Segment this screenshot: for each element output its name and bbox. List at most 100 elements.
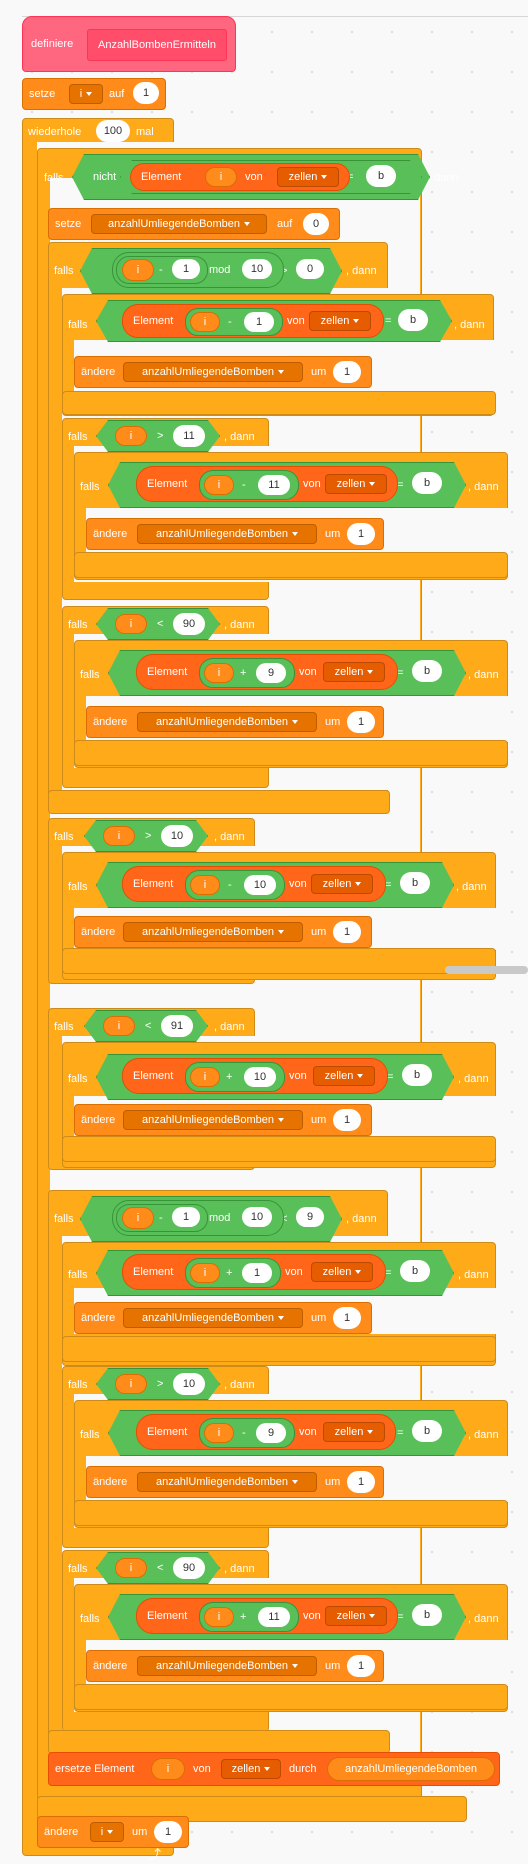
item-of-list-reporter[interactable]: Element i + 1 von zellen [122, 1254, 386, 1290]
replace-item-block[interactable]: ersetze Element i von zellen durch anzah… [48, 1752, 500, 1786]
item-of-list-reporter[interactable]: Element i + 11 von zellen [136, 1598, 398, 1634]
change-i-block[interactable]: ändere i um 1 [37, 1816, 189, 1848]
var-i[interactable]: i [115, 1374, 147, 1394]
variable-dropdown[interactable]: anzahlUmliegendeBomben [91, 214, 267, 234]
variable-dropdown[interactable]: anzahlUmliegendeBomben [123, 1110, 303, 1130]
plus-operator[interactable]: i + 9 [199, 658, 295, 688]
value-input[interactable]: 1 [333, 361, 361, 383]
value-input[interactable]: 1 [154, 1821, 182, 1843]
item-of-list-reporter[interactable]: Element i + 9 von zellen [136, 654, 398, 690]
lt-operator[interactable]: i < 90 [96, 608, 220, 640]
value-input[interactable]: b [400, 872, 430, 894]
value-input[interactable]: 1 [333, 1307, 361, 1329]
change-counter-block[interactable]: ändere anzahlUmliegendeBomben um 1 [86, 1650, 384, 1682]
set-i-block[interactable]: setze i auf 1 [22, 78, 166, 110]
list-dropdown[interactable]: zellen [311, 1262, 373, 1282]
list-dropdown[interactable]: zellen [323, 1422, 385, 1442]
value-input[interactable]: 9 [256, 663, 286, 683]
value-input[interactable]: 10 [242, 259, 272, 279]
value-input[interactable]: b [366, 165, 396, 187]
value-input[interactable]: b [412, 660, 442, 682]
change-counter-block[interactable]: ändere anzahlUmliegendeBomben um 1 [74, 1104, 372, 1136]
value-input[interactable]: 1 [244, 312, 274, 332]
list-dropdown[interactable]: zellen [325, 474, 387, 494]
var-i[interactable]: i [103, 826, 135, 846]
change-counter-block[interactable]: ändere anzahlUmliegendeBomben um 1 [74, 1302, 372, 1334]
variable-dropdown[interactable]: anzahlUmliegendeBomben [123, 362, 303, 382]
value-input[interactable]: 11 [258, 475, 290, 495]
variable-dropdown[interactable]: anzahlUmliegendeBomben [137, 524, 317, 544]
minus-operator[interactable]: i - 10 [185, 870, 285, 900]
var-i[interactable]: i [204, 663, 234, 683]
gt-operator[interactable]: i > 11 [96, 420, 220, 452]
value-input[interactable]: 10 [242, 1207, 272, 1227]
value-input[interactable]: 1 [347, 1471, 375, 1493]
list-dropdown[interactable]: zellen [325, 1606, 387, 1626]
value-input[interactable]: 90 [173, 1557, 205, 1579]
var-i[interactable]: i [204, 1423, 234, 1443]
value-input[interactable]: 1 [347, 711, 375, 733]
value-input[interactable]: 9 [296, 1207, 324, 1227]
variable-dropdown[interactable]: anzahlUmliegendeBomben [137, 1656, 317, 1676]
value-input[interactable]: 90 [173, 613, 205, 635]
variable-dropdown[interactable]: i [90, 1822, 124, 1842]
var-i[interactable]: i [204, 475, 234, 495]
value-input[interactable]: 1 [333, 1109, 361, 1131]
var-i[interactable]: i [204, 1607, 234, 1627]
change-counter-block[interactable]: ändere anzahlUmliegendeBomben um 1 [86, 518, 384, 550]
value-input[interactable]: 1 [133, 82, 159, 104]
value-input[interactable]: 0 [303, 213, 329, 235]
list-dropdown[interactable]: zellen [323, 662, 385, 682]
var-i[interactable]: i [103, 1016, 135, 1036]
variable-dropdown[interactable]: anzahlUmliegendeBomben [137, 1472, 317, 1492]
var-i[interactable]: i [115, 426, 147, 446]
var-i[interactable]: i [122, 1207, 154, 1229]
value-input[interactable]: 1 [172, 1207, 200, 1227]
value-input[interactable]: b [412, 1604, 442, 1626]
value-input[interactable]: 10 [161, 825, 193, 847]
value-input[interactable]: 1 [242, 1263, 272, 1283]
procedure-name[interactable]: AnzahlBombenErmitteln [87, 29, 227, 61]
gt-operator[interactable]: i > 10 [96, 1368, 220, 1400]
value-input[interactable]: 10 [244, 1067, 276, 1087]
list-dropdown[interactable]: zellen [311, 874, 373, 894]
value-input[interactable]: 10 [244, 875, 276, 895]
minus-operator[interactable]: i - 1 [185, 308, 283, 336]
value-input[interactable]: 1 [333, 921, 361, 943]
var-i[interactable]: i [190, 312, 220, 332]
value-input[interactable]: b [400, 1260, 430, 1282]
var-i[interactable]: i [205, 167, 237, 187]
value-input[interactable]: 1 [347, 1655, 375, 1677]
value-input[interactable]: b [412, 1420, 442, 1442]
item-of-list-reporter[interactable]: Element i + 10 von zellen [122, 1058, 388, 1094]
value-input[interactable]: 11 [173, 425, 205, 447]
repeat-count-input[interactable]: 100 [96, 120, 130, 142]
value-input[interactable]: 0 [296, 259, 324, 279]
value-input[interactable]: 91 [161, 1015, 193, 1037]
variable-dropdown[interactable]: anzahlUmliegendeBomben [123, 922, 303, 942]
plus-operator[interactable]: i + 10 [185, 1062, 285, 1092]
item-of-list-reporter[interactable]: Element i von zellen [130, 163, 350, 191]
minus-operator[interactable]: i - 9 [199, 1418, 295, 1448]
var-i[interactable]: i [115, 614, 147, 634]
var-i[interactable]: i [190, 875, 220, 895]
var-i[interactable]: i [151, 1758, 185, 1780]
lt-operator[interactable]: i < 91 [84, 1010, 208, 1042]
var-i[interactable]: i [190, 1263, 220, 1283]
gt-operator[interactable]: i > 10 [84, 820, 208, 852]
list-dropdown[interactable]: zellen [221, 1759, 281, 1779]
variable-dropdown[interactable]: anzahlUmliegendeBomben [123, 1308, 303, 1328]
value-input[interactable]: 1 [172, 259, 200, 279]
variable-dropdown[interactable]: i [69, 84, 103, 104]
define-hat-block[interactable]: definiere AnzahlBombenErmitteln [22, 16, 236, 72]
list-dropdown[interactable]: zellen [277, 167, 339, 187]
var-i[interactable]: i [115, 1558, 147, 1578]
list-dropdown[interactable]: zellen [313, 1066, 375, 1086]
set-counter-block[interactable]: setze anzahlUmliegendeBomben auf 0 [48, 208, 340, 240]
item-of-list-reporter[interactable]: Element i - 11 von zellen [136, 466, 398, 502]
variable-dropdown[interactable]: anzahlUmliegendeBomben [137, 712, 317, 732]
value-input[interactable]: b [412, 472, 442, 494]
change-counter-block[interactable]: ändere anzahlUmliegendeBomben um 1 [86, 706, 384, 738]
change-counter-block[interactable]: ändere anzahlUmliegendeBomben um 1 [74, 356, 372, 388]
item-of-list-reporter[interactable]: Element i - 10 von zellen [122, 866, 386, 902]
